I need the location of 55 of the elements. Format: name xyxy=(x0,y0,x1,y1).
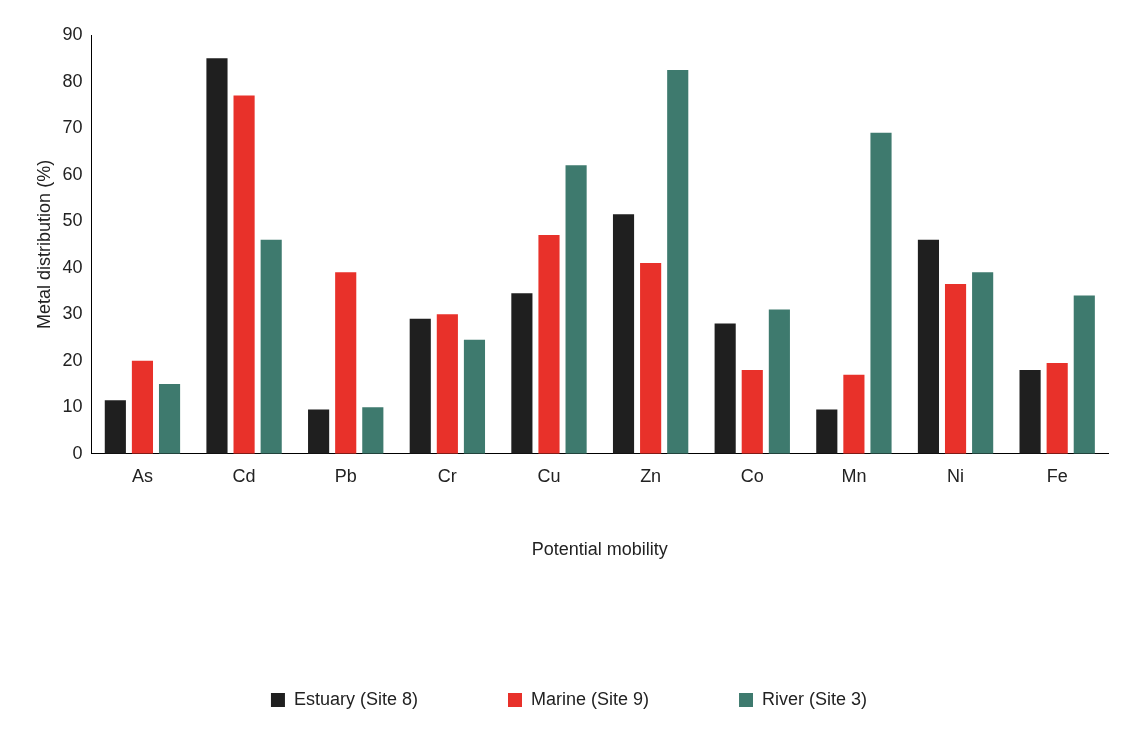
bar xyxy=(870,132,892,454)
y-tick-label: 30 xyxy=(62,303,83,324)
bar xyxy=(944,283,967,454)
x-tick-label: Cu xyxy=(537,465,561,486)
y-tick-label: 60 xyxy=(62,163,83,184)
y-tick-label: 0 xyxy=(72,442,83,463)
legend-label: River (Site 3) xyxy=(762,688,868,709)
x-tick-label: Zn xyxy=(640,465,662,486)
x-tick-label: Mn xyxy=(841,465,867,486)
bar xyxy=(741,370,763,454)
bar xyxy=(843,374,865,454)
bar xyxy=(1046,363,1068,454)
x-tick-label: Ni xyxy=(947,465,965,486)
x-tick-label: Co xyxy=(740,465,764,486)
bar xyxy=(104,400,126,454)
bar xyxy=(714,323,736,454)
bar xyxy=(158,384,181,454)
y-tick-label: 50 xyxy=(62,210,83,231)
bar xyxy=(511,293,533,454)
bar xyxy=(260,239,282,454)
bar xyxy=(362,407,384,454)
x-tick-label: Cd xyxy=(232,465,256,486)
x-tick-label: Fe xyxy=(1046,465,1068,486)
bar xyxy=(816,409,838,454)
y-tick-label: 90 xyxy=(62,23,83,44)
bar xyxy=(612,214,635,454)
bar xyxy=(131,360,154,454)
bar xyxy=(640,263,662,454)
bar xyxy=(463,339,486,454)
y-tick-label: 70 xyxy=(62,117,83,138)
bar xyxy=(972,272,994,454)
y-tick-label: 40 xyxy=(62,256,83,277)
bar xyxy=(409,318,431,454)
bar xyxy=(1019,370,1041,454)
bar xyxy=(1073,295,1095,454)
bar xyxy=(538,235,560,454)
bar xyxy=(335,272,357,454)
y-tick-label: 10 xyxy=(62,396,83,417)
y-axis-title: Metal distribution (%) xyxy=(33,159,54,329)
bar xyxy=(436,314,458,454)
bar xyxy=(917,239,940,454)
bar xyxy=(206,58,228,454)
legend-label: Estuary (Site 8) xyxy=(293,688,418,709)
bar xyxy=(565,165,587,454)
bar xyxy=(667,69,689,454)
x-tick-label: Pb xyxy=(334,465,357,486)
x-tick-label: Cr xyxy=(437,465,457,486)
y-tick-label: 80 xyxy=(62,70,83,91)
bar xyxy=(768,309,790,454)
x-axis-title: Potential mobility xyxy=(531,539,668,560)
bar xyxy=(233,95,255,454)
bar xyxy=(308,409,330,454)
x-tick-label: As xyxy=(131,465,153,486)
y-tick-label: 20 xyxy=(62,349,83,370)
legend-label: Marine (Site 9) xyxy=(530,688,650,709)
